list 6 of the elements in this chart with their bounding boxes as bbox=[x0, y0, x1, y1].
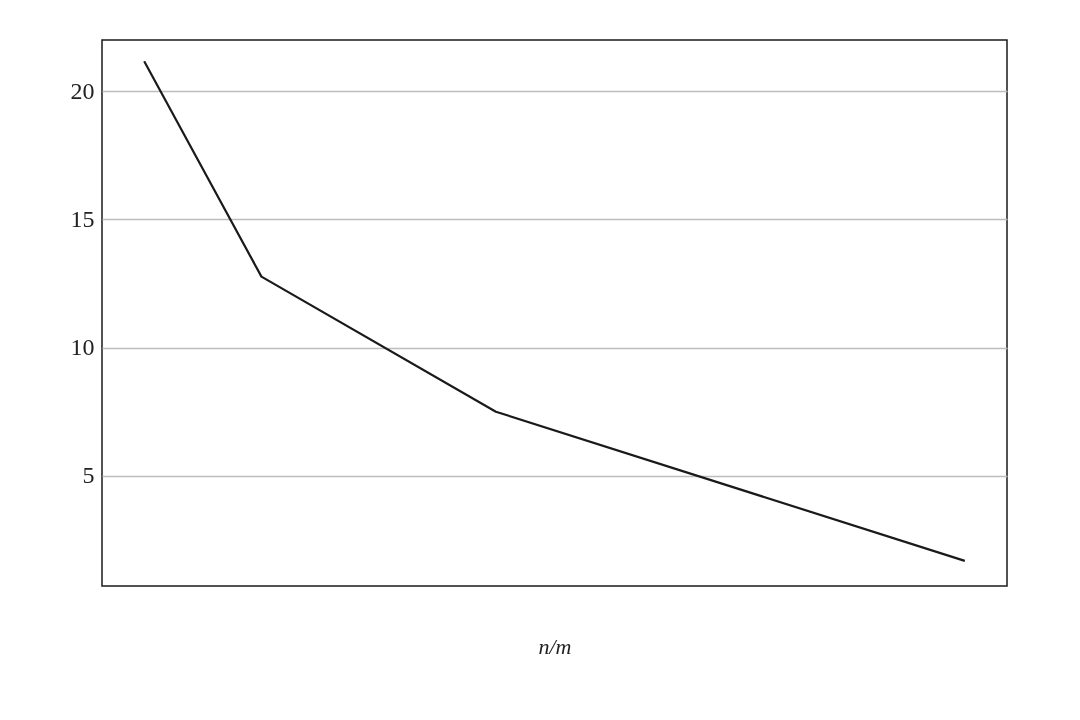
y-tick-label: 15 bbox=[70, 205, 95, 232]
y-tick-label: 5 bbox=[82, 462, 95, 489]
x-axis-title: n/m bbox=[538, 633, 572, 659]
y-tick-label: 20 bbox=[70, 77, 95, 104]
y-tick-label: 10 bbox=[70, 334, 95, 361]
line-series bbox=[143, 60, 966, 562]
